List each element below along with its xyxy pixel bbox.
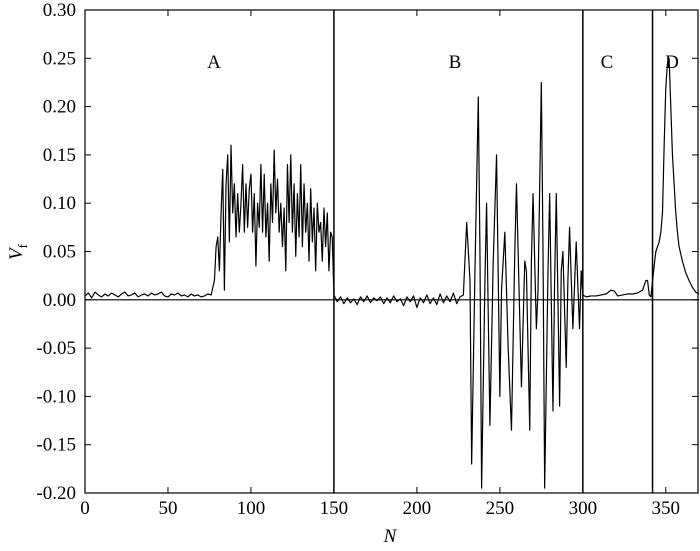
- region-label: D: [665, 52, 679, 73]
- data-line: [84, 57, 700, 489]
- y-tick-label: 0.20: [43, 97, 76, 118]
- y-axis-label-main: V: [6, 246, 27, 260]
- y-tick-label: -0.15: [36, 435, 76, 456]
- region-label: B: [449, 52, 462, 73]
- region-label: C: [601, 52, 614, 73]
- x-tick-label: 300: [569, 498, 598, 519]
- x-tick-label: 0: [80, 498, 90, 519]
- x-tick-label: 100: [237, 498, 266, 519]
- y-tick-label: 0.10: [43, 193, 76, 214]
- y-tick-label: 0.05: [43, 242, 76, 263]
- region-label: A: [207, 52, 221, 73]
- x-axis-label: N: [383, 526, 398, 547]
- x-tick-label: 50: [158, 498, 177, 519]
- y-tick-label: -0.20: [36, 483, 76, 504]
- y-tick-label: 0.25: [43, 48, 76, 69]
- x-tick-label: 250: [486, 498, 515, 519]
- y-axis-label-sub: f: [15, 243, 30, 248]
- y-tick-label: -0.05: [36, 338, 76, 359]
- y-axis-label: Vf: [6, 243, 30, 260]
- plot-frame: [84, 9, 699, 494]
- x-tick-label: 350: [652, 498, 681, 519]
- x-tick-label: 150: [320, 498, 349, 519]
- x-tick-label: 200: [403, 498, 432, 519]
- y-tick-label: 0.30: [43, 0, 76, 21]
- y-tick-label: 0.15: [43, 145, 76, 166]
- y-tick-label: 0.00: [43, 290, 76, 311]
- y-tick-label: -0.10: [36, 386, 76, 407]
